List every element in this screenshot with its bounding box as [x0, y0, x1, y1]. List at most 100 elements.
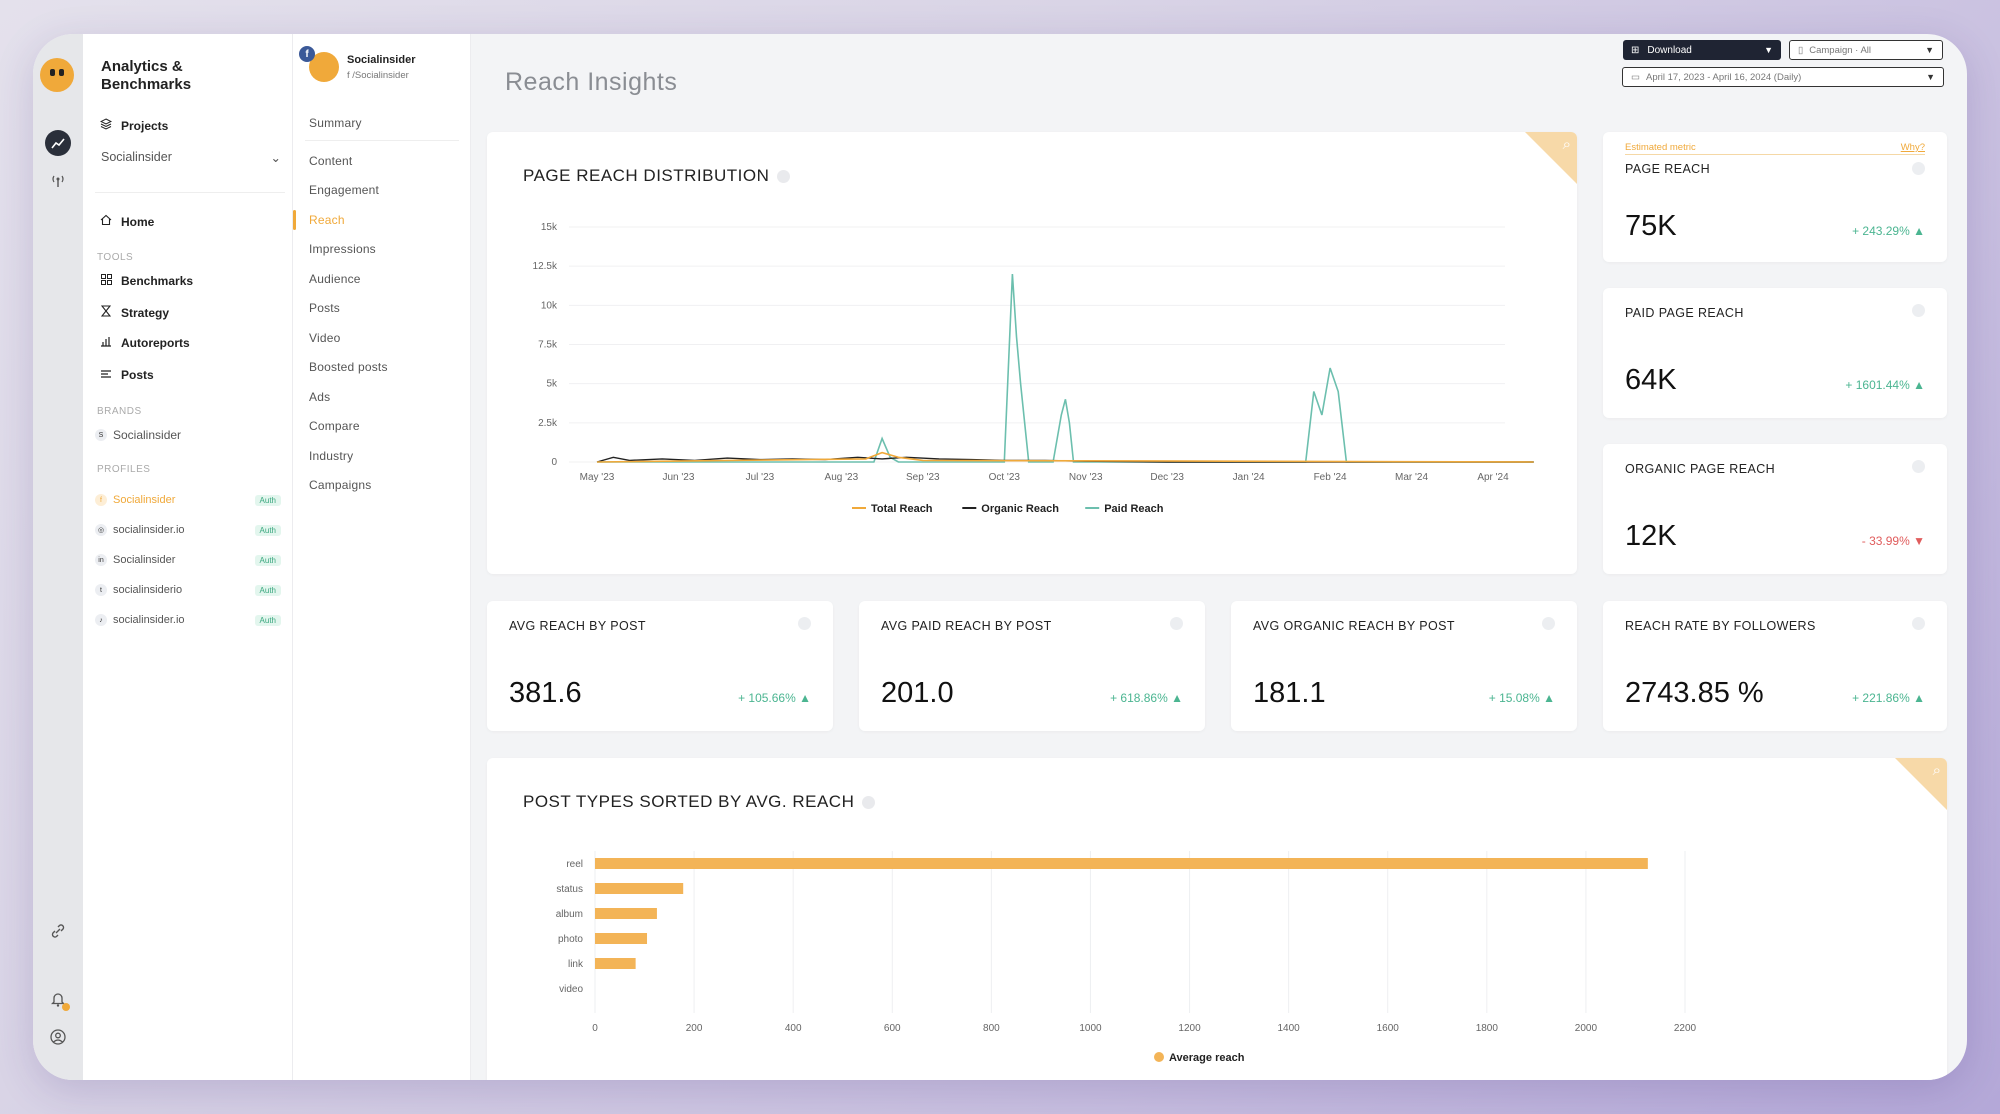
search-icon[interactable]: ⌕: [1932, 762, 1941, 779]
kpi-value: 64K: [1625, 364, 1677, 396]
sidebar-item-projects[interactable]: Projects: [99, 118, 168, 133]
card-title: POST TYPES SORTED BY AVG. REACH: [523, 792, 876, 812]
submenu-item-reach[interactable]: Reach: [309, 213, 345, 227]
x-tick-label: Oct '23: [989, 472, 1021, 483]
sidebar-item-strategy[interactable]: Strategy: [99, 305, 169, 320]
submenu-item-ads[interactable]: Ads: [309, 390, 331, 404]
card-title-text: PAGE REACH DISTRIBUTION: [523, 166, 770, 185]
layers-icon: [99, 118, 113, 133]
sidebar-item-home[interactable]: Home: [99, 214, 154, 229]
series-line-total-reach: [596, 451, 1534, 463]
profile-name: Socialinsider: [347, 54, 416, 66]
x-tick-label: 800: [983, 1023, 1000, 1034]
submenu-item-summary[interactable]: Summary: [309, 116, 362, 130]
download-button[interactable]: ⊞ Download ▼: [1623, 40, 1781, 60]
search-icon[interactable]: ⌕: [1562, 136, 1571, 153]
info-icon[interactable]: [798, 617, 811, 630]
info-icon[interactable]: [777, 170, 791, 184]
sidebar-item-autoreports[interactable]: Autoreports: [99, 336, 190, 350]
home-icon: [99, 214, 113, 229]
card-title: PAGE REACH DISTRIBUTION: [523, 166, 791, 186]
kpi-change: + 221.86% ▲: [1852, 691, 1925, 705]
submenu-item-content[interactable]: Content: [309, 154, 353, 168]
info-icon[interactable]: [862, 796, 876, 810]
brand-item[interactable]: S Socialinsider: [95, 428, 281, 442]
kpi-change: + 105.66% ▲: [738, 691, 811, 705]
profile-handle: f /Socialinsider: [347, 70, 409, 81]
sidebar-item-benchmarks[interactable]: Benchmarks: [99, 274, 193, 288]
date-range-picker[interactable]: ▭ April 17, 2023 - April 16, 2024 (Daily…: [1622, 67, 1944, 87]
kpi-change: - 33.99% ▼: [1861, 534, 1925, 548]
why-link[interactable]: Why?: [1900, 142, 1925, 153]
post-types-card: POST TYPES SORTED BY AVG. REACH ⌕ 0 200 40…: [487, 758, 1947, 1080]
kpi-value: 201.0: [881, 677, 954, 709]
profile-item-twitter[interactable]: t socialinsiderio Auth: [95, 584, 281, 596]
kpi-change: + 15.08% ▲: [1488, 691, 1555, 705]
broadcast-icon[interactable]: [45, 168, 71, 194]
submenu-item-campaigns[interactable]: Campaigns: [309, 478, 372, 492]
post-types-bar-chart: 0 200 400 600 800 1000 1200 1400 1600 1800 2000 220…: [556, 851, 1697, 1064]
info-icon[interactable]: [1912, 304, 1925, 317]
x-tick-label: Nov '23: [1069, 472, 1103, 483]
y-category-label: link: [568, 959, 584, 970]
caret-down-icon: ▼: [1926, 72, 1935, 82]
download-label: Download: [1647, 44, 1692, 56]
x-tick-label: Feb '24: [1314, 472, 1347, 483]
x-tick-label: 1200: [1178, 1023, 1201, 1034]
user-profile-icon[interactable]: [45, 1024, 71, 1050]
campaign-filter[interactable]: ▯ Campaign · All ▼: [1789, 40, 1943, 60]
submenu-item-audience[interactable]: Audience: [309, 272, 361, 286]
x-tick-label: Jan '24: [1233, 472, 1265, 483]
calendar-icon: ▭: [1631, 71, 1640, 83]
kpi-value: 381.6: [509, 677, 582, 709]
analytics-icon[interactable]: [45, 130, 71, 156]
info-icon[interactable]: [1912, 617, 1925, 630]
legend-label: Total Reach: [871, 503, 933, 515]
link-icon[interactable]: [45, 918, 71, 944]
info-icon[interactable]: [1170, 617, 1183, 630]
profile-label: socialinsiderio: [113, 584, 183, 596]
info-icon[interactable]: [1912, 162, 1925, 175]
bell-icon[interactable]: [45, 986, 71, 1012]
kpi-card-avg-organic-reach-by-post: AVG ORGANIC REACH BY POST 181.1 + 15.08%…: [1231, 601, 1577, 731]
submenu-item-posts[interactable]: Posts: [309, 301, 341, 315]
active-indicator: [293, 210, 296, 230]
workspace-select[interactable]: Socialinsider ⌄: [101, 150, 281, 165]
submenu-item-engagement[interactable]: Engagement: [309, 183, 380, 197]
x-tick-label: May '23: [580, 472, 615, 483]
bar-chart-icon: [99, 336, 113, 350]
profile-item-tiktok[interactable]: ♪ socialinsider.io Auth: [95, 614, 281, 626]
linkedin-icon: in: [95, 554, 107, 566]
x-tick-label: 1800: [1476, 1023, 1499, 1034]
profile-label: Socialinsider: [113, 554, 176, 566]
bar-link: [595, 958, 636, 969]
y-tick-label: 7.5k: [538, 340, 558, 351]
caret-down-icon: ▼: [1764, 45, 1773, 55]
series-line-paid-reach: [597, 273, 1534, 463]
info-icon[interactable]: [1542, 617, 1555, 630]
profile-label: socialinsider.io: [113, 524, 185, 536]
profile-item-instagram[interactable]: ◎ socialinsider.io Auth: [95, 524, 281, 536]
submenu-item-boosted-posts[interactable]: Boosted posts: [309, 360, 388, 374]
icon-rail: [33, 34, 83, 1080]
sidebar-item-label: Posts: [121, 368, 154, 382]
sidebar-item-posts[interactable]: Posts: [99, 368, 154, 382]
submenu-item-compare[interactable]: Compare: [309, 419, 360, 433]
grid-icon: [99, 274, 113, 288]
submenu-item-industry[interactable]: Industry: [309, 449, 354, 463]
kpi-card-organic-page-reach: ORGANIC PAGE REACH 12K - 33.99% ▼: [1603, 444, 1947, 574]
y-tick-label: 10k: [541, 300, 558, 311]
submenu-item-video[interactable]: Video: [309, 331, 341, 345]
section-submenu: f Socialinsider f /Socialinsider Summary…: [293, 34, 471, 1080]
page-reach-distribution-card: PAGE REACH DISTRIBUTION ⌕ 0 2.5k 5k 7.5k 10k…: [487, 132, 1577, 574]
campaign-filter-label: Campaign · All: [1809, 44, 1872, 56]
info-icon[interactable]: [1912, 460, 1925, 473]
x-tick-label: 0: [592, 1023, 598, 1034]
sidebar-item-label: Projects: [121, 118, 169, 133]
profile-item-facebook[interactable]: f Socialinsider Auth: [95, 494, 281, 506]
submenu-item-impressions[interactable]: Impressions: [309, 242, 376, 256]
kpi-card-avg-paid-reach-by-post: AVG PAID REACH BY POST 201.0 + 618.86% ▲: [859, 601, 1205, 731]
socialinsider-logo[interactable]: [40, 58, 74, 92]
sidebar-item-label: Autoreports: [121, 336, 190, 350]
profile-item-linkedin[interactable]: in Socialinsider Auth: [95, 554, 281, 566]
